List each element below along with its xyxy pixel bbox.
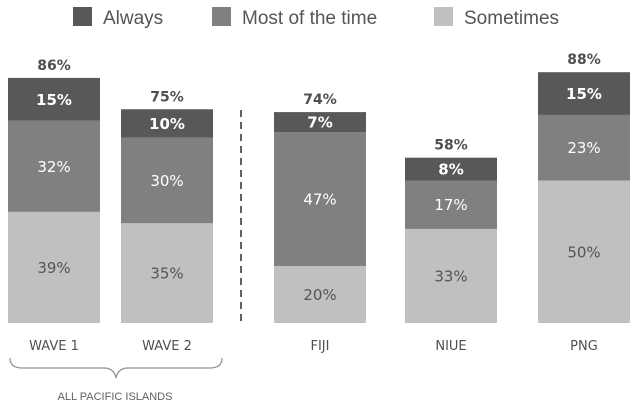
total-label-wave-1: 86%	[37, 58, 71, 74]
legend-label-most-of-the-time: Most of the time	[242, 8, 377, 29]
bar-label-niue-most-of-the-time: 17%	[434, 196, 467, 214]
category-label-wave-1: WAVE 1	[29, 339, 79, 354]
bar-segment-wave-2-sometimes	[121, 223, 213, 323]
total-label-fiji: 74%	[303, 92, 337, 108]
bar-segment-png-always	[538, 72, 630, 115]
legend-swatch-most-of-the-time	[212, 7, 231, 26]
legend-swatch-always	[73, 7, 92, 26]
bar-segment-fiji-sometimes	[274, 266, 366, 323]
bar-segment-wave-2-most-of-the-time	[121, 137, 213, 224]
bar-label-png-always: 15%	[566, 85, 602, 103]
bar-label-fiji-always: 7%	[307, 114, 332, 132]
bar-label-wave-2-sometimes: 35%	[150, 265, 183, 283]
bar-segment-niue-sometimes	[405, 228, 497, 323]
category-label-niue: NIUE	[435, 339, 466, 354]
bar-label-wave-1-sometimes: 39%	[37, 259, 70, 277]
legend-label-always: Always	[103, 8, 163, 29]
bar-segment-niue-always	[405, 157, 497, 181]
bar-segment-png-most-of-the-time	[538, 114, 630, 181]
total-label-niue: 58%	[434, 138, 468, 154]
legend-label-sometimes: Sometimes	[464, 8, 559, 29]
bar-segment-wave-2-always	[121, 109, 213, 138]
bar-segment-fiji-always	[274, 112, 366, 133]
category-label-png: PNG	[570, 339, 598, 354]
bar-segment-fiji-most-of-the-time	[274, 132, 366, 266]
bar-label-png-most-of-the-time: 23%	[567, 139, 600, 157]
bar-label-wave-1-always: 15%	[36, 91, 72, 109]
bar-segment-wave-1-most-of-the-time	[8, 120, 100, 212]
bar-label-wave-2-always: 10%	[149, 115, 185, 133]
bar-segment-png-sometimes	[538, 180, 630, 323]
bars: 39% 32% 15% 86% WAVE 1 35% 30% 10% 75% WAVE 2 20% 4…	[8, 52, 630, 354]
bar-label-wave-2-most-of-the-time: 30%	[150, 172, 183, 190]
bar-segment-niue-most-of-the-time	[405, 180, 497, 229]
legend: Always Most of the time Sometimes	[73, 7, 559, 29]
group-brace	[9, 357, 223, 379]
bar-label-niue-sometimes: 33%	[434, 267, 467, 285]
bar-label-wave-1-most-of-the-time: 32%	[37, 158, 70, 176]
total-label-png: 88%	[567, 52, 601, 68]
bar-label-niue-always: 8%	[438, 161, 463, 179]
category-label-wave-2: WAVE 2	[142, 339, 192, 354]
bar-label-fiji-sometimes: 20%	[303, 286, 336, 304]
group-label-all-pacific-islands: ALL PACIFIC ISLANDS	[58, 391, 173, 403]
bar-label-fiji-most-of-the-time: 47%	[303, 191, 336, 209]
category-label-fiji: FIJI	[311, 339, 330, 354]
bar-segment-wave-1-sometimes	[8, 211, 100, 323]
bar-label-png-sometimes: 50%	[567, 243, 600, 261]
bar-segment-wave-1-always	[8, 77, 100, 121]
total-label-wave-2: 75%	[150, 89, 184, 105]
legend-swatch-sometimes	[434, 7, 453, 26]
